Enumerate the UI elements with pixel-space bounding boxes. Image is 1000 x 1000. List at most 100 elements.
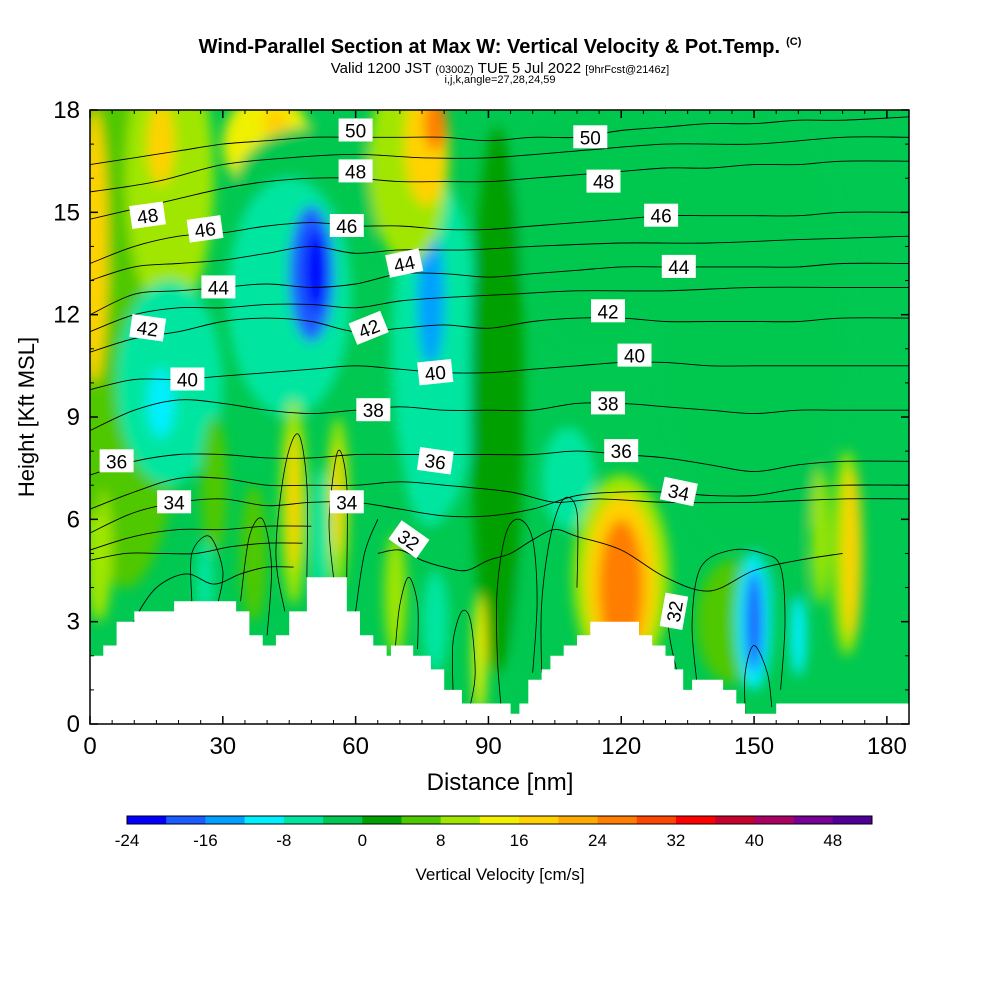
velocity-cell-26 (470, 127, 524, 673)
contour-label-34: 34 (157, 490, 192, 514)
contour-label-box (157, 490, 192, 514)
isentrope-minor-1 (90, 542, 303, 561)
contour-label-44: 44 (661, 254, 696, 279)
contour-label-box (338, 118, 373, 142)
contour-label-text: 44 (668, 258, 690, 279)
isentrope-50 (90, 116, 909, 166)
isentrope-40 (90, 361, 909, 391)
colorbar-frame (126, 815, 873, 825)
velocity-cell-17 (424, 110, 447, 151)
colorbar-swatch (479, 816, 520, 824)
contour-label-box (591, 391, 625, 415)
contour-label-box (356, 398, 391, 422)
x-axis-label: Distance [nm] (427, 769, 574, 796)
colorbar-tick-label: 16 (510, 831, 529, 850)
contour-label-text: 36 (423, 451, 447, 475)
copyright-mark: (C) (786, 36, 802, 49)
x-tick-label: 150 (734, 733, 774, 760)
cell-contour-3 (691, 548, 786, 690)
contour-label-text: 38 (363, 401, 384, 422)
contour-label-box (661, 254, 696, 278)
contour-label-text: 46 (193, 219, 217, 243)
contour-label-box (659, 476, 698, 507)
contour-label-box (186, 215, 224, 243)
colorbar-swatch (323, 816, 363, 824)
contour-label-text: 44 (208, 278, 230, 299)
isentrope-minor-2 (90, 525, 312, 551)
isentrope-minor-3 (90, 476, 909, 510)
contour-label-48: 48 (129, 201, 166, 229)
contour-label-text: 42 (135, 318, 159, 342)
contour-label-text: 42 (597, 302, 618, 323)
colorbar-swatch (754, 816, 794, 824)
contour-label-box (201, 275, 236, 299)
contour-label-box (129, 201, 166, 229)
colorbar-swatch (675, 816, 716, 824)
terrain (90, 577, 909, 724)
contour-label-34: 34 (659, 476, 698, 507)
velocity-cell-20 (656, 110, 852, 520)
colorbar-swatch (597, 816, 638, 824)
contour-label-text: 40 (177, 371, 198, 392)
cell-contour-10 (240, 517, 272, 636)
colorbar-tick-label: 48 (823, 831, 842, 850)
cell-contour-5 (355, 519, 379, 612)
cell-contour-1 (540, 496, 579, 673)
cell-contour-6 (451, 609, 476, 704)
colorbar-tick-label: 40 (745, 831, 764, 850)
contour-label-text: 48 (136, 205, 160, 229)
x-tick-label: 30 (209, 733, 236, 760)
colorbar-swatch (401, 816, 441, 824)
contour-label-46: 46 (329, 214, 364, 238)
isentrope-minor-5 (90, 235, 909, 282)
y-tick-label: 15 (53, 199, 80, 226)
velocity-cell-44 (422, 570, 449, 673)
contour-label-38: 38 (356, 398, 391, 422)
isentrope-minor-4 (90, 286, 909, 333)
y-tick-label: 18 (53, 97, 80, 124)
colorbar-swatch (793, 816, 834, 824)
plot-area: 50 50 48 48 48 46 46 46 44 44 44 42 42 42 40 40 40 38 38 36… (90, 110, 909, 724)
contour-label-text: 46 (336, 217, 357, 238)
contour-label-box (604, 439, 639, 463)
y-tick-label: 3 (67, 609, 80, 636)
velocity-cell-21 (687, 417, 821, 554)
colorbar-tick-label: -16 (193, 831, 218, 850)
contour-label-48: 48 (338, 159, 373, 183)
contour-label-box (617, 343, 652, 367)
velocity-cell-30 (790, 594, 807, 677)
isentrope-48 (90, 160, 909, 220)
colorbar-swatch (715, 816, 755, 824)
colorbar-swatch (166, 816, 206, 824)
chart-title: Wind-Parallel Section at Max W: Vertical… (198, 36, 802, 58)
cell-contour-9 (328, 449, 348, 578)
contour-label-42: 42 (129, 314, 167, 342)
contour-label-box (586, 169, 621, 193)
colorbar-tick-label: 0 (358, 831, 367, 850)
cell-contour-4 (744, 645, 773, 714)
colorbar-swatch (558, 816, 598, 824)
y-tick-label: 9 (67, 404, 80, 431)
y-tick-label: 0 (67, 711, 80, 738)
isentrope-38 (90, 399, 909, 432)
contour-label-48: 48 (586, 169, 621, 194)
contour-label-text: 48 (593, 173, 614, 194)
colorbar-tick-label: -8 (276, 831, 291, 850)
x-axis: 0 30 60 90 120 150 180 (83, 110, 907, 760)
velocity-cell-2 (125, 110, 214, 315)
contour-label-text: 40 (624, 347, 645, 368)
contour-label-44: 44 (385, 248, 424, 278)
velocity-cell-32 (842, 468, 861, 639)
contour-label-42: 42 (348, 310, 389, 345)
colorbar: -24 -16 -8 0 8 16 24 32 40 48 (115, 815, 873, 850)
contour-label-text: 34 (666, 481, 691, 506)
velocity-cell-48 (771, 536, 808, 605)
contour-label-34: 34 (329, 490, 364, 514)
colorbar-swatch (440, 816, 481, 824)
isentrope-42 (90, 317, 909, 353)
contour-label-text: 46 (651, 207, 672, 228)
velocity-cell-38 (384, 532, 407, 656)
